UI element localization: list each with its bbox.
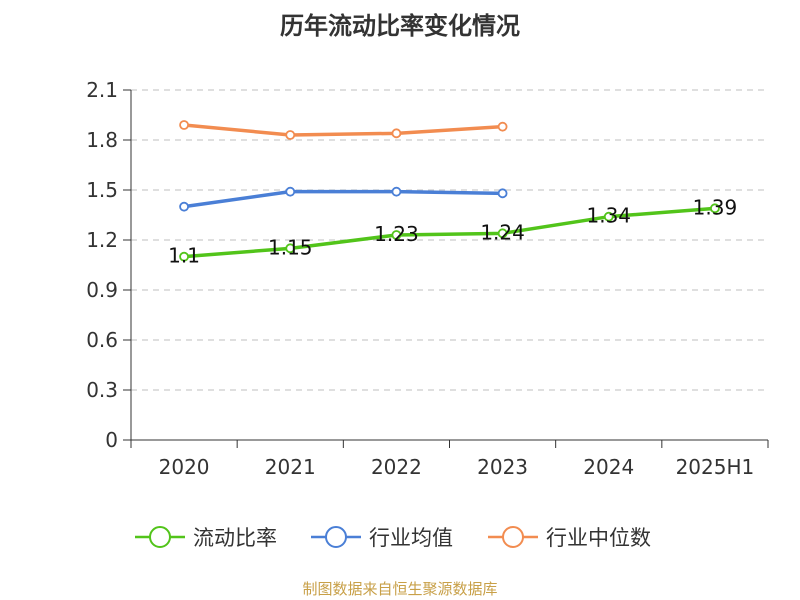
data-point xyxy=(179,201,189,212)
y-tick-label: 0.9 xyxy=(86,278,118,302)
data-point xyxy=(285,186,296,197)
y-tick-label: 1.5 xyxy=(86,178,118,202)
data-label: 1.15 xyxy=(268,235,313,259)
x-tick-label: 2021 xyxy=(265,455,316,479)
data-label: 1.24 xyxy=(480,220,525,244)
data-point xyxy=(603,211,614,222)
data-point xyxy=(497,121,508,132)
legend-marker xyxy=(502,526,524,548)
y-tick-label: 2.1 xyxy=(86,78,118,102)
grid-layer xyxy=(131,89,768,391)
source-note: 制图数据来自恒生聚源数据库 xyxy=(302,580,498,598)
y-tick-label: 0.3 xyxy=(86,378,118,402)
x-tick-label: 2023 xyxy=(477,455,528,479)
data-point xyxy=(710,203,720,214)
legend-label: 行业中位数 xyxy=(546,526,651,550)
series-layer xyxy=(179,120,720,262)
data-point xyxy=(285,130,296,140)
x-tick-label: 2020 xyxy=(159,455,210,479)
y-tick-label: 0 xyxy=(105,428,118,452)
series-line xyxy=(183,123,503,137)
legend: 流动比率 行业均值 行业中位数 xyxy=(135,526,651,550)
data-point xyxy=(497,228,508,239)
data-label: 1.39 xyxy=(693,195,738,219)
axis-layer: 0 0.3 0.6 0.9 1.2 1.5 1.8 2.1 2020 2021 2022 2023 20… xyxy=(86,78,769,479)
x-tick-label: 2024 xyxy=(583,455,634,479)
legend-marker xyxy=(149,526,171,548)
legend-label: 流动比率 xyxy=(193,526,277,550)
data-point xyxy=(391,186,402,197)
data-point xyxy=(391,128,402,139)
data-label: 1.34 xyxy=(586,204,631,228)
series-line xyxy=(183,189,503,209)
data-label: 1.1 xyxy=(168,244,200,268)
y-tick-label: 0.6 xyxy=(86,328,118,352)
data-point xyxy=(179,120,189,130)
series-line xyxy=(183,206,716,259)
x-tick-label: 2022 xyxy=(371,455,422,479)
data-point xyxy=(497,188,508,199)
legend-label: 行业均值 xyxy=(369,526,453,550)
data-label-layer: 1.1 1.15 1.23 1.24 1.34 1.39 xyxy=(168,195,737,267)
y-tick-label: 1.8 xyxy=(86,128,118,152)
data-point xyxy=(285,243,296,254)
x-tick-label: 2025H1 xyxy=(676,455,755,479)
legend-marker xyxy=(325,526,347,548)
data-point xyxy=(179,251,189,262)
y-tick-label: 1.2 xyxy=(86,228,118,252)
data-label: 1.23 xyxy=(374,222,419,246)
data-point xyxy=(391,230,402,240)
chart-title: 历年流动比率变化情况 xyxy=(280,12,520,40)
